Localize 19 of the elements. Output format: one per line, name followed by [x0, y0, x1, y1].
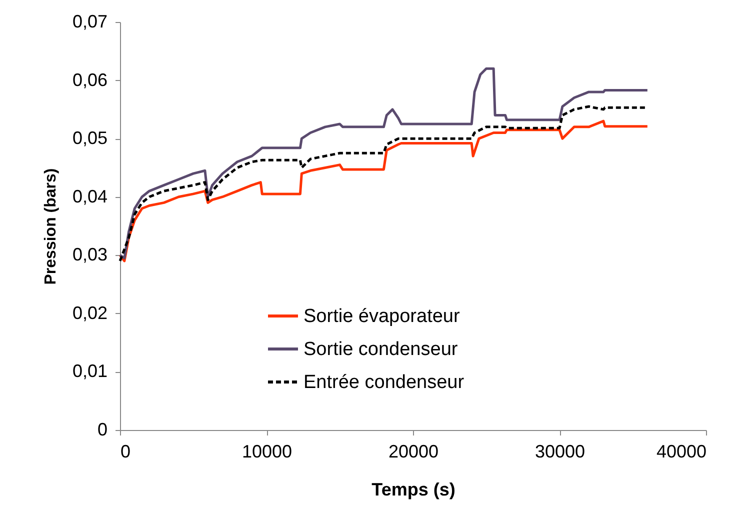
line-series: [118, 67, 649, 260]
legend-label: Sortie évaporateur: [304, 306, 460, 327]
legend-label: Entrée condenseur: [304, 372, 465, 393]
x-tick-label: 0: [120, 442, 131, 462]
y-tick-label: 0,03: [72, 244, 108, 265]
y-tick-label: 0,02: [72, 302, 108, 323]
y-tick-label: 0: [97, 420, 108, 440]
x-tick-label: 30000: [534, 442, 586, 462]
legend-label: Sortie condenseur: [304, 338, 458, 360]
y-tick-label: 0,07: [72, 12, 108, 32]
x-tick-label: 20000: [388, 442, 439, 462]
y-tick-label: 0,06: [72, 70, 108, 90]
y-axis-title: Pression (bars): [42, 168, 60, 285]
x-tick-label: 40000: [656, 442, 706, 462]
x-tick-label: 10000: [242, 442, 292, 462]
y-tick-label: 0,05: [72, 128, 108, 148]
y-tick-label: 0,01: [72, 361, 108, 382]
y-tick-label: 0,04: [72, 186, 108, 206]
x-axis-title: Temps (s): [372, 480, 456, 500]
